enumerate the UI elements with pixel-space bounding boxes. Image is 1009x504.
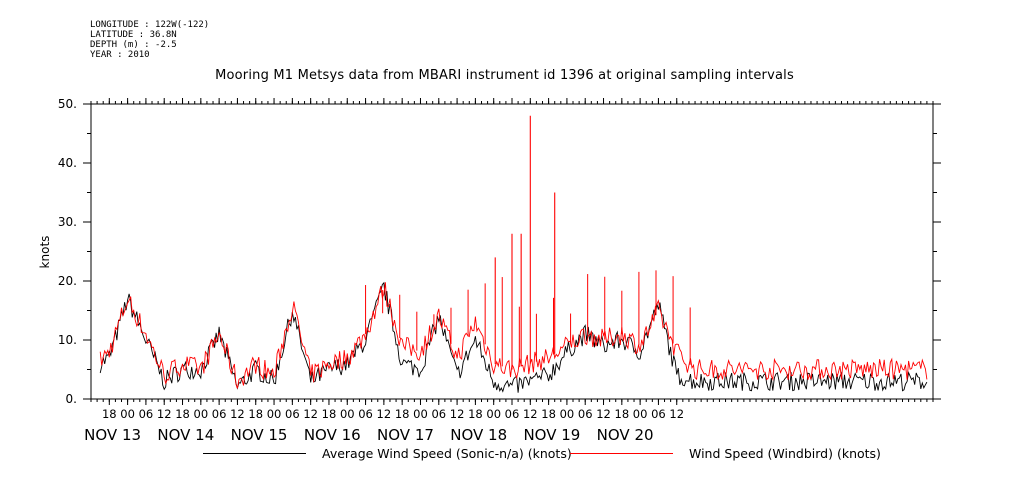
x-hour-tick-label: 00 (413, 407, 428, 421)
x-day-label: NOV 14 (157, 426, 214, 444)
y-tick-label: 30. (58, 215, 77, 229)
x-hour-tick-label: 12 (230, 407, 245, 421)
x-hour-tick-label: 12 (669, 407, 684, 421)
x-hour-tick-label: 12 (523, 407, 538, 421)
series-line-windbird (99, 282, 928, 389)
x-hour-tick-label: 18 (468, 407, 483, 421)
meta-latitude: LATITUDE : 36.8N (90, 30, 177, 40)
x-hour-tick-label: 18 (395, 407, 410, 421)
x-hour-tick-label: 06 (578, 407, 593, 421)
x-hour-tick-label: 12 (303, 407, 318, 421)
chart-title: Mooring M1 Metsys data from MBARI instru… (215, 68, 794, 83)
x-hour-tick-label: 06 (505, 407, 520, 421)
x-hour-tick-label: 06 (285, 407, 300, 421)
meta-longitude: LONGITUDE : 122W(-122) (90, 20, 210, 30)
legend-label-sonic: Average Wind Speed (Sonic-n/a) (knots) (322, 446, 572, 461)
x-hour-tick-label: 00 (120, 407, 135, 421)
x-hour-tick-label: 18 (322, 407, 337, 421)
y-tick-label: 50. (58, 97, 77, 111)
x-hour-tick-label: 00 (486, 407, 501, 421)
x-day-label: NOV 19 (523, 426, 580, 444)
x-hour-tick-label: 00 (340, 407, 355, 421)
x-day-label: NOV 13 (84, 426, 141, 444)
y-tick-label: 10. (58, 333, 77, 347)
meta-depth: DEPTH (m) : -2.5 (90, 40, 177, 50)
metadata-block: LONGITUDE : 122W(-122) LATITUDE : 36.8N … (90, 20, 209, 60)
y-tick-label: 40. (58, 156, 77, 170)
x-hour-tick-label: 12 (377, 407, 392, 421)
x-day-label: NOV 15 (231, 426, 288, 444)
x-day-label: NOV 16 (304, 426, 361, 444)
legend-label-windbird: Wind Speed (Windbird) (knots) (689, 446, 881, 461)
x-hour-tick-label: 06 (431, 407, 446, 421)
x-hour-tick-label: 06 (651, 407, 666, 421)
meta-year: YEAR : 2010 (90, 50, 150, 60)
x-day-label: NOV 17 (377, 426, 434, 444)
x-day-label: NOV 18 (450, 426, 507, 444)
legend-swatch-windbird (570, 453, 673, 454)
x-hour-tick-label: 18 (175, 407, 190, 421)
x-hour-tick-label: 00 (194, 407, 209, 421)
x-hour-tick-label: 18 (248, 407, 263, 421)
x-hour-tick-label: 18 (102, 407, 117, 421)
x-hour-tick-label: 00 (633, 407, 648, 421)
x-hour-tick-label: 18 (615, 407, 630, 421)
x-hour-tick-label: 12 (450, 407, 465, 421)
y-axis-label: knots (38, 236, 52, 269)
y-tick-label: 20. (58, 274, 77, 288)
series-line-sonic (99, 281, 928, 393)
x-hour-tick-label: 12 (596, 407, 611, 421)
y-tick-label: 0. (66, 392, 77, 406)
x-hour-tick-label: 12 (157, 407, 172, 421)
x-hour-tick-label: 06 (212, 407, 227, 421)
x-hour-tick-label: 18 (541, 407, 556, 421)
legend-swatch-sonic (203, 453, 306, 454)
x-hour-tick-label: 06 (358, 407, 373, 421)
x-hour-tick-label: 00 (560, 407, 575, 421)
x-hour-tick-label: 00 (267, 407, 282, 421)
x-hour-tick-label: 06 (139, 407, 154, 421)
x-day-label: NOV 20 (597, 426, 654, 444)
